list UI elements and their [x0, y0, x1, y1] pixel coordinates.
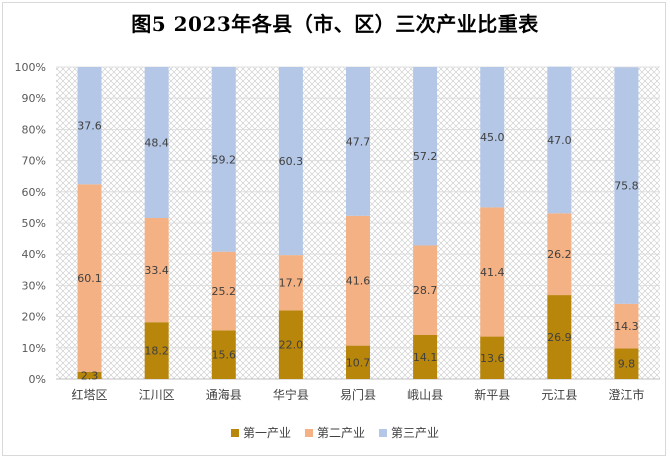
data-label-tertiary: 75.8 — [614, 180, 639, 193]
bar-tertiary — [547, 66, 572, 214]
bar-secondary — [346, 215, 370, 346]
data-label-primary: 9.8 — [618, 358, 636, 371]
y-tick-label: 90% — [22, 92, 46, 105]
bar-secondary — [614, 303, 639, 349]
x-category-label: 元江县 — [541, 388, 577, 402]
data-labels: 2.3 60.1 37.6 18.2 33.4 48.4 15.6 25.2 59.2 22.0 1… — [77, 120, 638, 383]
bar-primary — [547, 295, 572, 379]
legend-item-secondary: 第二产业 — [304, 424, 365, 441]
bar-primary — [614, 348, 639, 379]
bar-primary — [144, 322, 169, 379]
data-label-primary: 15.6 — [212, 349, 237, 362]
data-label-secondary: 41.6 — [346, 275, 371, 288]
x-axis-categories: 红塔区 江川区 通海县 华宁县 易门县 峨山县 新平县 元江县 澄江市 — [72, 387, 645, 402]
bar-secondary — [144, 218, 169, 323]
bar-tertiary — [144, 67, 169, 219]
chart-title: 图5 2023年各县（市、区）三次产业比重表 — [131, 12, 539, 36]
data-label-tertiary: 60.3 — [279, 155, 304, 168]
data-label-primary: 18.2 — [144, 345, 169, 358]
bar-tertiary — [346, 67, 370, 216]
x-category-label: 红塔区 — [72, 387, 108, 402]
y-axis-ticks: 0% 10% 20% 30% 40% 50% 60% 70% 80% 90% 100% — [15, 61, 46, 386]
bar-secondary — [480, 207, 505, 337]
data-label-primary: 26.9 — [547, 331, 572, 344]
data-label-secondary: 33.4 — [144, 264, 169, 277]
legend-swatch-secondary — [304, 428, 313, 437]
bar-primary — [346, 345, 370, 379]
x-category-label: 华宁县 — [273, 387, 309, 402]
bar-tertiary — [211, 67, 236, 252]
bar-secondary — [413, 245, 438, 336]
data-label-secondary: 17.7 — [279, 277, 304, 290]
bar-secondary — [278, 255, 303, 311]
legend-label-primary: 第一产业 — [242, 426, 291, 440]
bar-tertiary — [413, 67, 438, 246]
legend-label-secondary: 第二产业 — [316, 426, 365, 440]
data-label-tertiary: 45.0 — [480, 131, 505, 144]
data-label-secondary: 41.4 — [480, 266, 505, 279]
bar-tertiary — [278, 67, 303, 256]
data-label-tertiary: 37.6 — [77, 120, 102, 133]
data-label-tertiary: 48.4 — [144, 137, 169, 150]
data-label-tertiary: 57.2 — [413, 150, 438, 163]
y-tick-label: 50% — [22, 217, 46, 230]
bar-primary — [77, 371, 102, 379]
legend-swatch-primary — [230, 428, 239, 437]
y-tick-label: 30% — [22, 279, 46, 292]
data-label-secondary: 14.3 — [614, 320, 639, 333]
x-category-label: 通海县 — [206, 387, 242, 402]
data-label-primary: 14.1 — [413, 351, 438, 364]
legend: 第一产业 第二产业 第三产业 — [0, 424, 670, 441]
data-label-primary: 2.3 — [81, 369, 99, 382]
y-tick-label: 60% — [22, 186, 46, 199]
data-label-secondary: 60.1 — [77, 272, 102, 285]
data-label-tertiary: 59.2 — [212, 153, 237, 166]
y-tick-label: 20% — [22, 311, 46, 324]
bar-secondary — [547, 213, 572, 296]
data-label-secondary: 25.2 — [212, 285, 237, 298]
y-tick-label: 80% — [22, 123, 46, 136]
bar-secondary — [211, 251, 236, 331]
bar-primary — [211, 330, 236, 379]
legend-swatch-tertiary — [379, 428, 387, 437]
x-category-label: 澄江市 — [608, 387, 644, 402]
bar-tertiary — [614, 67, 639, 304]
data-label-primary: 10.7 — [346, 356, 371, 369]
data-label-tertiary: 47.0 — [547, 134, 572, 147]
data-label-secondary: 26.2 — [547, 248, 572, 261]
x-category-label: 江川区 — [139, 388, 175, 402]
bars — [77, 66, 639, 379]
bar-secondary — [77, 184, 102, 372]
y-tick-label: 70% — [22, 155, 46, 168]
legend-item-tertiary: 第三产业 — [379, 424, 439, 441]
x-category-label: 峨山县 — [407, 388, 443, 402]
data-label-tertiary: 47.7 — [346, 135, 371, 148]
y-tick-label: 40% — [22, 248, 46, 261]
legend-item-primary: 第一产业 — [230, 424, 291, 441]
x-category-label: 新平县 — [474, 387, 510, 402]
x-category-label: 易门县 — [340, 387, 376, 402]
bar-tertiary — [480, 67, 505, 208]
data-label-primary: 13.6 — [480, 352, 505, 365]
y-tick-label: 10% — [22, 342, 46, 355]
bar-primary — [480, 336, 505, 379]
bar-primary — [413, 335, 438, 379]
y-tick-label: 100% — [15, 61, 46, 74]
bar-primary — [278, 310, 303, 379]
data-label-secondary: 28.7 — [413, 284, 438, 297]
y-tick-label: 0% — [29, 373, 46, 386]
data-label-primary: 22.0 — [279, 339, 304, 352]
bar-tertiary — [77, 67, 102, 185]
legend-label-tertiary: 第三产业 — [391, 426, 440, 440]
